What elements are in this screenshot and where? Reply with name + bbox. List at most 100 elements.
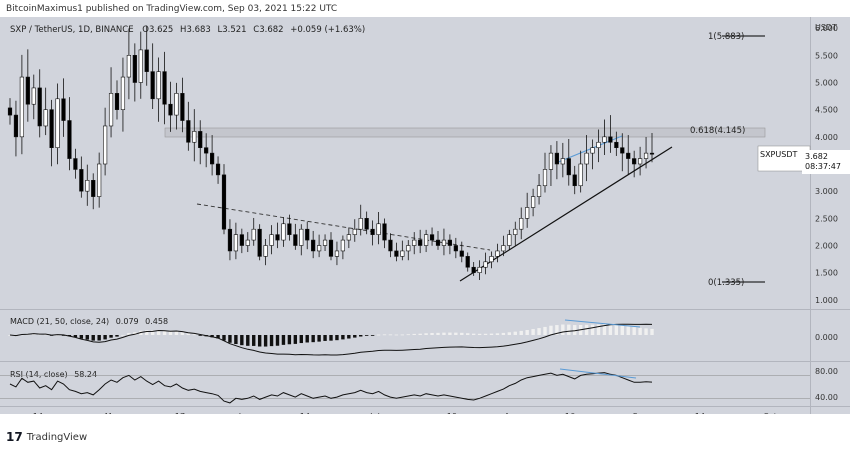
candle-up [120, 76, 126, 110]
candle-down [388, 239, 393, 252]
publish-line: BitcoinMaximus1 published on TradingView… [6, 4, 338, 14]
candle-up [352, 228, 357, 235]
macd-bar [192, 334, 196, 336]
macd-bar [602, 324, 607, 335]
macd-bar [549, 325, 553, 335]
candle-up [55, 98, 60, 148]
candle-up [548, 152, 554, 170]
macd-bar [305, 335, 309, 343]
candle-down [61, 98, 66, 121]
candle-down [73, 158, 78, 170]
candle-up [322, 239, 328, 246]
candle-up [441, 239, 447, 246]
macd-bar [335, 335, 339, 341]
macd-bar [359, 335, 363, 337]
macd-bar [341, 335, 345, 340]
candle-up [542, 169, 548, 187]
candle-down [186, 120, 191, 143]
macd-bar [531, 329, 535, 335]
macd-bar [43, 334, 48, 336]
chart-area[interactable]: 1(5.883) 0.618(4.145) 0(1.335) SXP / Tet… [0, 17, 850, 427]
macd-bar [281, 335, 286, 345]
macd-bar [477, 333, 482, 335]
symbol-text: SXP / TetherUS, 1D, BINANCE [10, 25, 134, 35]
candle-up [578, 163, 583, 187]
last-price-value: 3.682 [805, 152, 828, 161]
price-chart[interactable]: 1(5.883) 0.618(4.145) 0(1.335) SXP / Tet… [0, 17, 850, 427]
macd-bar [162, 330, 167, 335]
candle-up [424, 234, 429, 246]
candle-down [429, 234, 435, 241]
macd-bar [299, 335, 303, 344]
candle-up [400, 250, 405, 257]
ohlc-l-value: 3.521 [222, 25, 246, 35]
candle-up [643, 152, 649, 159]
candle-down [614, 141, 619, 148]
macd-bar [216, 335, 220, 339]
macd-bar [323, 335, 327, 341]
footer: 17 TradingView [6, 430, 87, 444]
candle-down [435, 239, 441, 246]
macd-bar [632, 327, 636, 335]
price-axis-bg [810, 17, 850, 427]
candle-down [566, 158, 571, 176]
ohlc-change: +0.059 (+1.63%) [290, 25, 365, 35]
candle-up [334, 250, 340, 257]
macd-bar [430, 332, 434, 335]
candle-up [536, 185, 542, 197]
ohlc-l-label: L [218, 25, 223, 35]
candle-down [221, 174, 227, 230]
macd-histogram [8, 324, 654, 347]
time-axis-label: 17 [175, 412, 185, 414]
macd-value-1: 0.079 [116, 317, 139, 326]
candle-up [192, 131, 197, 143]
candle-up [513, 228, 518, 235]
candle-down [114, 93, 120, 110]
descending-trendline [196, 203, 491, 251]
price-axis-ticks: 6.0005.5005.0004.5004.0003.5003.0002.500… [815, 24, 838, 305]
time-axis-label: Jun [238, 412, 252, 414]
macd-bar [626, 326, 630, 335]
macd-pane-bg [0, 310, 810, 361]
candle-down [150, 71, 155, 100]
candle-up [299, 228, 304, 246]
macd-bar [329, 335, 333, 341]
macd-label: MACD (21, 50, close, 24) 0.079 0.458 [10, 317, 168, 326]
main-pane-bg [0, 17, 810, 309]
tradingview-logo-icon: 17 [6, 430, 23, 444]
ascending-support-line [459, 146, 673, 282]
macd-bar [614, 324, 619, 335]
candle-down [204, 147, 209, 154]
candle-up [317, 245, 322, 252]
candle-down [91, 180, 96, 197]
macd-bar [275, 335, 280, 346]
candle-down [257, 228, 262, 257]
candle-down [25, 76, 30, 105]
macd-bar [489, 333, 494, 335]
macd-bar [311, 335, 315, 343]
candle-down [132, 55, 137, 83]
price-axis-unit: USDT [815, 23, 837, 32]
candle-down [328, 239, 334, 257]
macd-bar [370, 335, 375, 336]
candle-down [79, 169, 84, 192]
rsi-line [9, 372, 653, 404]
macd-bar [145, 330, 149, 335]
candle-down [418, 239, 423, 246]
ohlc-h-label: H [180, 25, 186, 35]
macd-bar [240, 335, 244, 346]
candle-up [281, 223, 286, 241]
price-tick-label: 1.000 [815, 296, 838, 305]
macd-bar [234, 335, 238, 345]
macd-bar [650, 328, 654, 335]
time-axis-label: 14 [300, 412, 310, 414]
candles [7, 25, 655, 281]
macd-bar [293, 335, 298, 344]
candle-down [465, 256, 470, 268]
macd-bar [364, 335, 369, 336]
macd-bar [257, 335, 262, 347]
macd-bar [73, 335, 78, 338]
candle-down [453, 245, 458, 252]
macd-bar [644, 328, 648, 335]
candle-down [554, 152, 559, 165]
